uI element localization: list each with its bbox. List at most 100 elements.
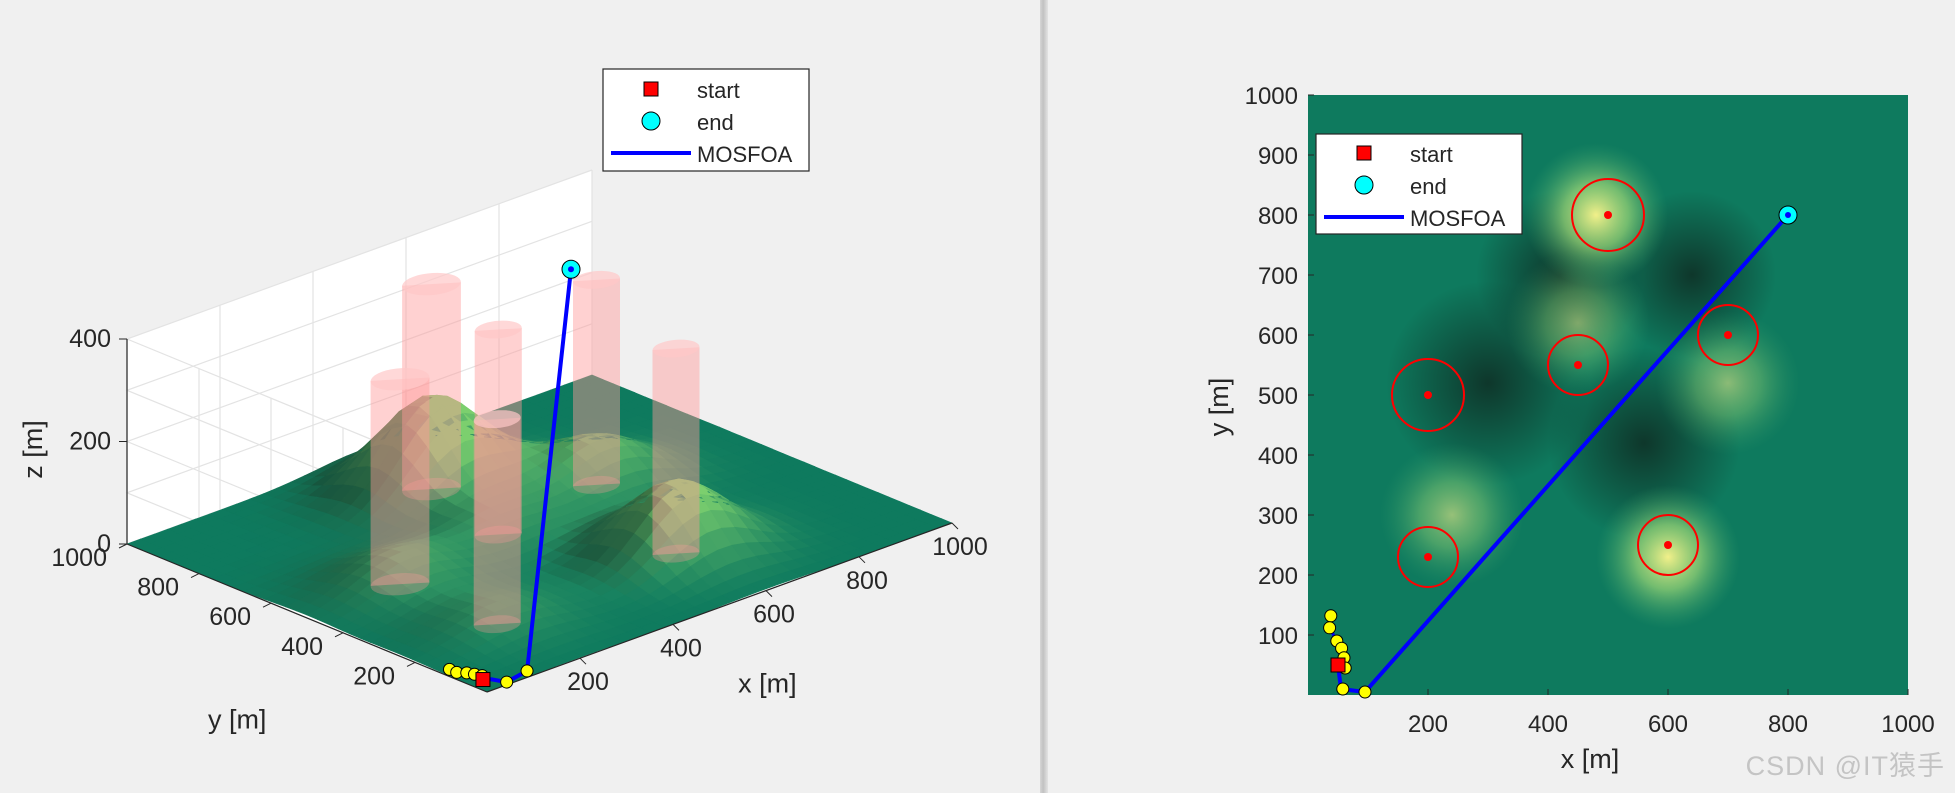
start-marker xyxy=(475,672,491,688)
y-tick-mark xyxy=(334,632,344,638)
cylinder-top xyxy=(474,320,522,339)
legend-end-swatch xyxy=(641,111,661,131)
x-tick-mark xyxy=(951,522,959,530)
y-tick-label: 700 xyxy=(1258,263,1298,290)
y-tick-mark xyxy=(262,602,272,608)
y-tick-label: 300 xyxy=(1258,503,1298,530)
legend-label: start xyxy=(697,78,740,103)
legend-start-swatch xyxy=(1356,145,1372,161)
y-tick-label: 400 xyxy=(281,633,323,661)
window-divider[interactable] xyxy=(1040,0,1048,793)
cylinder-side xyxy=(473,417,521,626)
cylinder-side xyxy=(370,377,430,586)
path-2d xyxy=(1323,205,1798,699)
x-tick-label: 800 xyxy=(846,567,888,595)
watermark-text: CSDN @IT猿手 xyxy=(1745,751,1945,781)
threat-circle xyxy=(1571,178,1645,252)
figure-3d-panel: 200 400 600 800 1000 200 400 600 800 1000 0 200 400 x… xyxy=(18,68,988,735)
y-tick-label: 800 xyxy=(1258,203,1298,230)
figure-2d-panel: 100 200 300 400 500 600 700 800 900 1000 200 400 600… xyxy=(1048,0,1955,793)
y-axis-label: y [m] xyxy=(1204,378,1234,437)
peak-highlight xyxy=(1656,311,1800,455)
obstacle-cylinder xyxy=(473,410,521,634)
threat-circle xyxy=(1697,304,1759,366)
y-tick-label: 200 xyxy=(353,662,395,690)
z-tick-label: 400 xyxy=(69,325,111,353)
z-tick-label: 200 xyxy=(69,428,111,456)
threat-center xyxy=(1604,211,1612,219)
legend-2d: start end MOSFOA xyxy=(1315,133,1523,235)
y-tick-label: 400 xyxy=(1258,443,1298,470)
waypoint-marker xyxy=(1323,621,1337,635)
ticks-3d: 200400600800100020040060080010000200400x… xyxy=(18,325,988,734)
threat-center xyxy=(1574,361,1582,369)
y-tick-label: 900 xyxy=(1258,143,1298,170)
legend-label: end xyxy=(1410,174,1447,199)
cylinder-side xyxy=(402,282,461,491)
cylinder-top xyxy=(370,368,430,391)
waypoint-marker xyxy=(520,664,534,678)
cylinder-side xyxy=(474,328,522,536)
waypoint-marker xyxy=(1336,682,1350,696)
y-tick-label: 800 xyxy=(137,574,179,602)
cylinder-side xyxy=(652,347,700,555)
waypoint-marker xyxy=(500,675,514,689)
obstacles-3d xyxy=(370,270,700,634)
cylinder-base xyxy=(474,525,522,544)
threat-circle xyxy=(1637,514,1699,576)
x-tick-label: 600 xyxy=(753,601,795,629)
x-tick-label: 1000 xyxy=(932,533,988,561)
threat-center xyxy=(1424,553,1432,561)
y-tick-label: 200 xyxy=(1258,563,1298,590)
x-axis-label: x [m] xyxy=(738,668,797,698)
cylinder-top xyxy=(652,339,700,358)
peak-highlight xyxy=(1524,143,1668,287)
threat-circle xyxy=(1391,358,1465,432)
y-tick-mark xyxy=(190,573,200,579)
peak-highlight xyxy=(1506,251,1650,395)
legend-label: MOSFOA xyxy=(1410,206,1506,231)
z-tick-label: 0 xyxy=(97,530,111,558)
threat-center xyxy=(1724,331,1732,339)
end-marker-center xyxy=(1785,212,1791,218)
obstacle-cylinder xyxy=(370,368,430,596)
legend-end-swatch xyxy=(1354,175,1374,195)
legend-label: end xyxy=(697,110,734,135)
obstacle-cylinder xyxy=(402,272,461,501)
cylinder-top xyxy=(473,410,521,429)
obstacle-cylinder xyxy=(474,320,522,544)
threat-circle xyxy=(1397,526,1459,588)
x-axis-label: x [m] xyxy=(1561,744,1620,774)
threat-center xyxy=(1424,391,1432,399)
x-tick-mark xyxy=(858,556,866,564)
x-tick-label: 400 xyxy=(1528,711,1568,738)
legend-label: MOSFOA xyxy=(697,142,793,167)
waypoint-marker xyxy=(1324,609,1338,623)
x-tick-label: 800 xyxy=(1768,711,1808,738)
cylinder-base xyxy=(652,544,700,563)
x-tick-label: 600 xyxy=(1648,711,1688,738)
y-axis-label: y [m] xyxy=(208,704,267,734)
x-tick-label: 1000 xyxy=(1881,711,1934,738)
y-tick-label: 1000 xyxy=(1245,83,1298,110)
end-marker-center xyxy=(568,266,574,273)
obstacle-cylinder xyxy=(573,270,620,494)
y-tick-label: 600 xyxy=(209,603,251,631)
threat-zones xyxy=(1391,178,1759,588)
y-axis-line xyxy=(126,543,488,693)
x-tick-label: 200 xyxy=(567,668,609,696)
cylinder-top xyxy=(402,272,461,296)
x-tick-mark xyxy=(765,590,773,597)
threat-center xyxy=(1664,541,1672,549)
x-tick-mark xyxy=(672,624,680,631)
axes-2d: 100 200 300 400 500 600 700 800 900 1000 200 400 600… xyxy=(1204,83,1935,774)
legend-label: start xyxy=(1410,142,1453,167)
x-tick-mark xyxy=(579,657,587,665)
z-axis-label: z [m] xyxy=(18,420,48,479)
surface-3d-plot: 200400600800100020040060080010000200400x… xyxy=(18,68,988,734)
y-tick-label: 500 xyxy=(1258,383,1298,410)
mosfoa-path-line xyxy=(1336,213,1790,695)
obstacle-cylinder xyxy=(652,339,700,563)
threat-circle xyxy=(1547,334,1609,396)
x-axis-line xyxy=(486,522,953,693)
